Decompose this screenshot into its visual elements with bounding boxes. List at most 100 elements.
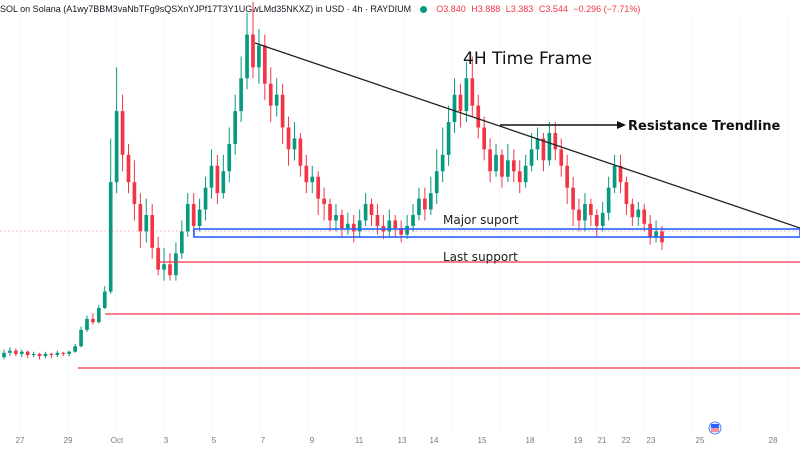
candle[interactable]	[132, 160, 137, 221]
candle[interactable]	[654, 220, 658, 243]
candle[interactable]	[589, 198, 593, 226]
candle[interactable]	[2, 349, 6, 360]
candle[interactable]	[334, 204, 338, 232]
candle[interactable]	[8, 347, 12, 357]
candle[interactable]	[97, 304, 101, 324]
candle[interactable]	[73, 344, 77, 353]
candle[interactable]	[43, 351, 48, 359]
candle[interactable]	[434, 149, 439, 205]
candle[interactable]	[541, 132, 546, 172]
candle[interactable]	[618, 154, 623, 194]
candle[interactable]	[108, 138, 113, 294]
events-icon[interactable]	[708, 421, 722, 435]
candle[interactable]	[31, 351, 36, 358]
candle[interactable]	[245, 12, 249, 90]
candle[interactable]	[168, 253, 172, 281]
candle[interactable]	[428, 176, 433, 215]
candle[interactable]	[523, 154, 528, 188]
candle[interactable]	[180, 220, 184, 259]
candle[interactable]	[150, 204, 155, 259]
candle[interactable]	[120, 94, 125, 172]
candle[interactable]	[529, 132, 534, 172]
candle[interactable]	[594, 209, 599, 237]
candle[interactable]	[114, 67, 119, 194]
candle[interactable]	[102, 286, 107, 310]
candle[interactable]	[630, 198, 635, 226]
candle[interactable]	[310, 165, 315, 194]
candle[interactable]	[417, 187, 421, 221]
candle[interactable]	[239, 56, 243, 123]
candle[interactable]	[316, 171, 321, 215]
candle[interactable]	[55, 350, 60, 358]
candle[interactable]	[215, 154, 220, 205]
candle[interactable]	[203, 176, 208, 221]
candle[interactable]	[340, 209, 344, 237]
candle[interactable]	[458, 83, 463, 128]
candle[interactable]	[274, 78, 279, 117]
candle[interactable]	[636, 201, 641, 226]
candle[interactable]	[553, 122, 558, 161]
candle[interactable]	[369, 198, 374, 226]
candle[interactable]	[328, 198, 332, 232]
candle[interactable]	[583, 193, 587, 232]
candle[interactable]	[292, 122, 297, 161]
candle[interactable]	[357, 209, 362, 237]
candle[interactable]	[304, 154, 309, 194]
candle[interactable]	[251, 1, 255, 79]
candle[interactable]	[381, 215, 386, 240]
candle[interactable]	[571, 176, 575, 226]
candle[interactable]	[197, 198, 202, 232]
candle[interactable]	[411, 204, 415, 232]
candle[interactable]	[85, 315, 89, 333]
candle[interactable]	[482, 116, 486, 161]
candle[interactable]	[423, 187, 427, 221]
candle[interactable]	[25, 350, 30, 359]
candle[interactable]	[144, 198, 149, 243]
resistance-trendline[interactable]	[254, 42, 800, 229]
candle[interactable]	[262, 34, 267, 101]
candle[interactable]	[67, 350, 72, 357]
candle[interactable]	[91, 313, 95, 325]
candle[interactable]	[517, 160, 522, 194]
candle[interactable]	[606, 176, 611, 221]
candle[interactable]	[452, 78, 457, 133]
candle[interactable]	[624, 176, 629, 215]
candle[interactable]	[565, 154, 569, 205]
candle[interactable]	[280, 83, 285, 144]
candle[interactable]	[476, 94, 481, 139]
candle[interactable]	[298, 132, 303, 177]
candle[interactable]	[547, 122, 552, 166]
candle[interactable]	[185, 193, 190, 237]
candle[interactable]	[322, 187, 326, 221]
candle[interactable]	[345, 212, 350, 235]
candle[interactable]	[440, 127, 445, 183]
candle[interactable]	[612, 154, 617, 194]
candle[interactable]	[506, 143, 510, 183]
candle[interactable]	[464, 61, 469, 123]
candle[interactable]	[61, 351, 66, 357]
candle[interactable]	[642, 204, 647, 232]
candle[interactable]	[577, 198, 581, 232]
candle[interactable]	[209, 149, 214, 199]
candle[interactable]	[363, 193, 368, 226]
candle[interactable]	[500, 149, 504, 188]
candle[interactable]	[393, 215, 398, 237]
candle[interactable]	[405, 215, 409, 240]
candle[interactable]	[535, 127, 540, 161]
candle[interactable]	[600, 201, 605, 232]
candle[interactable]	[387, 209, 392, 237]
major-support-zone[interactable]	[193, 228, 800, 238]
candle[interactable]	[399, 220, 404, 243]
candle[interactable]	[494, 143, 498, 177]
candle[interactable]	[14, 348, 18, 357]
candle[interactable]	[446, 105, 451, 166]
candle[interactable]	[227, 127, 232, 183]
candle[interactable]	[221, 154, 226, 199]
candle[interactable]	[470, 56, 475, 117]
candle[interactable]	[126, 143, 131, 194]
candle[interactable]	[375, 204, 380, 235]
candle[interactable]	[156, 236, 160, 276]
candle[interactable]	[233, 94, 238, 155]
candle[interactable]	[162, 247, 166, 281]
